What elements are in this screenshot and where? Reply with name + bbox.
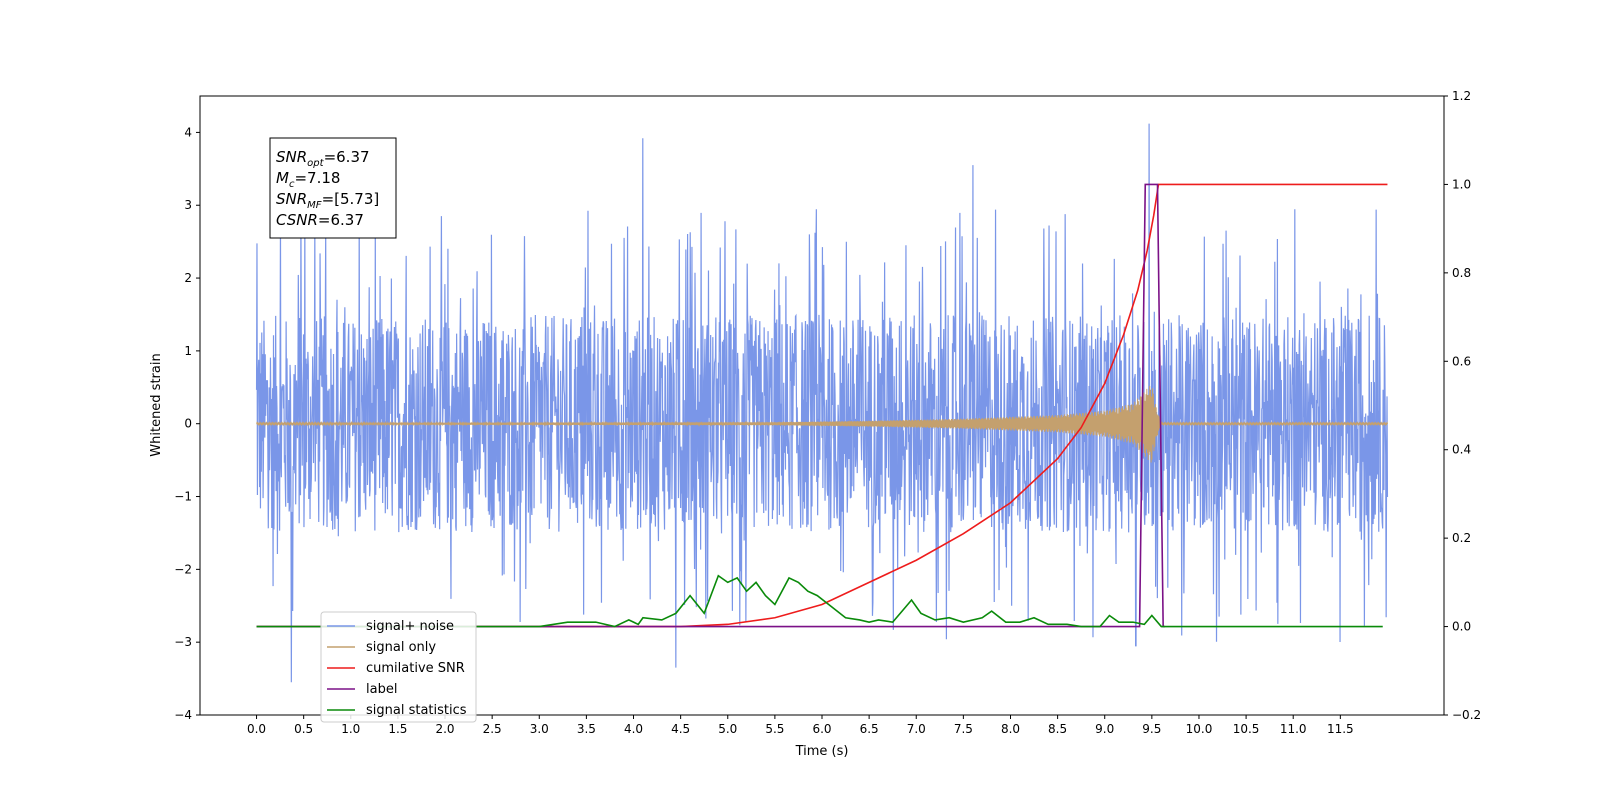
series-signal-noise [255,123,1389,683]
x-tick-label: 10.5 [1233,722,1260,736]
legend-label: signal only [366,640,436,655]
x-tick-label: 9.5 [1142,722,1161,736]
y2-tick-label: 0.2 [1452,531,1471,545]
legend-label: label [366,682,397,697]
x-tick-label: 5.0 [718,722,737,736]
legend-frame [320,611,477,723]
y2-tick-label: 0.6 [1452,354,1471,368]
x-tick-label: 9.0 [1095,722,1114,736]
x-tick-label: 0.5 [294,722,313,736]
x-axis-label: Time (s) [795,744,849,759]
y2-tick-label: −0.2 [1452,708,1481,722]
annotation-frame [269,137,397,239]
y-tick-label: 2 [184,271,192,285]
x-tick-label: 6.5 [860,722,879,736]
x-axis: 0.0 0.5 1.0 1.5 2.0 2.5 3.0 3.5 4.0 4.5 5.0 5.5 6.0 6… [247,715,1354,736]
y2-tick-label: 0.0 [1452,620,1471,634]
y2-tick-label: 1.0 [1452,177,1471,191]
x-tick-label: 11.5 [1327,722,1354,736]
legend-label: signal statistics [366,703,467,718]
y-tick-label: −2 [174,562,192,576]
x-tick-label: 11.0 [1280,722,1307,736]
y2-tick-label: 1.2 [1452,89,1471,103]
y-tick-label: −3 [174,635,192,649]
x-tick-label: 2.5 [483,722,502,736]
x-tick-label: 1.0 [341,722,360,736]
x-tick-label: 4.5 [671,722,690,736]
y-axis-right: −0.2 0.0 0.2 0.4 0.6 0.8 1.0 1.2 [1444,89,1481,722]
y-tick-label: −4 [174,708,192,722]
x-tick-label: 4.0 [624,722,643,736]
x-tick-label: 7.5 [954,722,973,736]
annotation-line: SNRopt=6.37 [276,148,370,169]
legend-label: signal+ noise [366,619,454,634]
x-tick-label: 8.0 [1001,722,1020,736]
x-tick-label: 3.0 [530,722,549,736]
series-signal-statistics [256,574,1383,628]
y-tick-label: −1 [174,490,192,504]
x-tick-label: 0.0 [247,722,266,736]
y-tick-label: 0 [184,417,192,431]
x-tick-label: 2.0 [435,722,454,736]
x-tick-label: 5.5 [765,722,784,736]
y-axis-left: −4 −3 −2 −1 0 1 2 3 4 [174,125,200,722]
x-tick-label: 6.0 [812,722,831,736]
y-tick-label: 3 [184,198,192,212]
series-cumilative-snr [256,183,1388,628]
y-tick-label: 4 [184,125,192,139]
y2-tick-label: 0.4 [1452,443,1471,457]
y2-tick-label: 0.8 [1452,266,1471,280]
legend-label: cumilative SNR [366,661,465,676]
y-tick-label: 1 [184,344,192,358]
legend: signal+ noise signal only cumilative SNR la… [320,611,477,723]
x-tick-label: 10.0 [1186,722,1213,736]
series-signal-only [256,386,1388,463]
x-tick-label: 1.5 [388,722,407,736]
x-tick-label: 7.0 [907,722,926,736]
annotation-line: SNRMF=[5.73] [276,190,379,211]
x-tick-label: 3.5 [577,722,596,736]
plot-series [255,123,1389,683]
y-axis-label: Whitened strain [149,353,164,456]
x-tick-label: 8.5 [1048,722,1067,736]
annotation-line: CSNR=6.37 [276,211,364,229]
annotation-line: Mc=7.18 [276,169,340,190]
